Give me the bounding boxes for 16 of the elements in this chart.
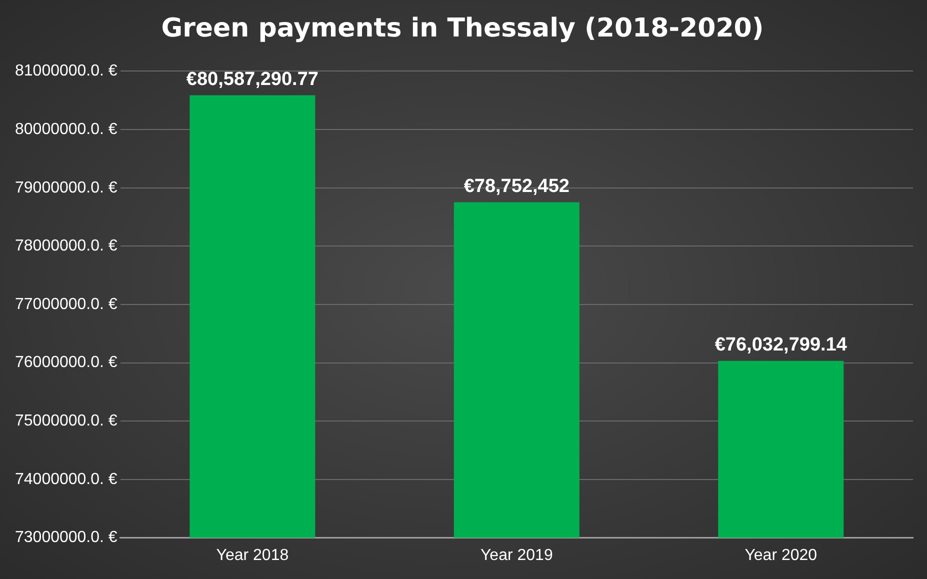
y-tick-label: 75000000.0. € xyxy=(14,412,118,430)
data-label: €78,752,452 xyxy=(464,176,570,198)
y-tick-label: 78000000.0. € xyxy=(14,238,118,255)
y-tick-label: 79000000.0. € xyxy=(14,179,118,196)
data-label: €76,032,799.14 xyxy=(714,334,848,356)
y-tick-label: 77000000.0. € xyxy=(14,296,118,313)
x-tick-label: Year 2019 xyxy=(480,546,553,564)
y-tick-label: 80000000.0. € xyxy=(14,120,118,138)
y-tick-label: 74000000.0. € xyxy=(14,470,118,488)
chart-title: Green payments in Thessaly (2018-2020) xyxy=(161,13,764,44)
x-tick-label: Year 2020 xyxy=(744,546,818,564)
y-tick-label: 73000000.0. € xyxy=(14,529,118,546)
y-tick-label: 81000000.0. € xyxy=(14,62,118,80)
x-tick-label: Year 2018 xyxy=(216,546,289,564)
y-tick-label: 76000000.0. € xyxy=(14,354,118,372)
data-label: €80,587,290.77 xyxy=(186,69,318,90)
